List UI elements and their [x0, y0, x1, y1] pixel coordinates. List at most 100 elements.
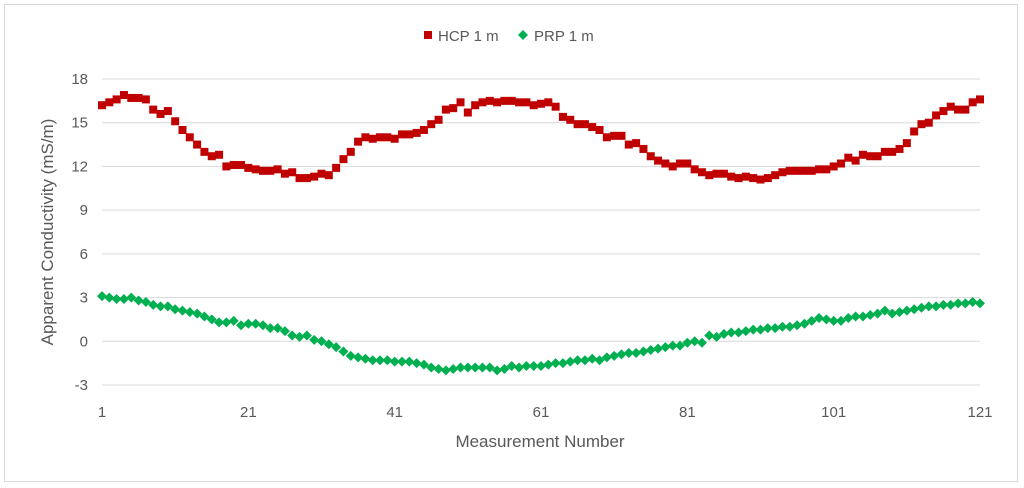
data-point-prp: [616, 349, 627, 360]
data-point-hcp: [317, 169, 326, 178]
data-point-prp: [572, 355, 583, 366]
legend: HCP 1 m PRP 1 m: [424, 28, 594, 45]
data-point-prp: [470, 362, 481, 373]
data-point-prp: [777, 321, 788, 332]
data-point-prp: [433, 363, 444, 374]
data-point-hcp: [163, 107, 172, 116]
data-point-hcp: [676, 159, 685, 168]
data-point-prp: [199, 311, 210, 322]
data-point-prp: [718, 329, 729, 339]
data-point-prp: [309, 334, 320, 345]
x-tick-label: 41: [386, 404, 403, 421]
legend-hcp-marker: [424, 31, 432, 39]
data-point-hcp: [376, 133, 385, 142]
data-point-hcp: [866, 152, 875, 161]
data-point-hcp: [302, 174, 311, 183]
data-point-prp: [806, 315, 817, 326]
data-point-prp: [609, 350, 620, 361]
data-point-hcp: [251, 165, 260, 174]
data-point-prp: [660, 342, 671, 353]
data-point-hcp: [793, 166, 802, 175]
series-prp: [97, 291, 985, 376]
data-point-prp: [382, 355, 393, 366]
data-point-hcp: [537, 99, 545, 108]
data-point-hcp: [661, 159, 670, 168]
data-point-hcp: [222, 162, 231, 171]
data-point-prp: [521, 361, 532, 372]
data-point-hcp: [515, 98, 524, 107]
data-point-prp: [345, 350, 356, 361]
x-tick-label: 21: [240, 404, 257, 421]
data-point-prp: [887, 308, 898, 319]
legend-prp-label: PRP 1 m: [534, 28, 594, 45]
data-point-prp: [418, 359, 429, 370]
data-point-hcp: [888, 147, 897, 156]
data-point-prp: [909, 304, 920, 315]
data-point-hcp: [976, 95, 984, 104]
data-point-prp: [462, 362, 473, 373]
data-point-prp: [126, 292, 137, 303]
data-point-hcp: [602, 133, 611, 142]
data-point-prp: [170, 304, 181, 315]
data-point-hcp: [807, 166, 816, 175]
data-point-hcp: [529, 101, 538, 110]
data-point-hcp: [288, 168, 297, 177]
data-point-hcp: [441, 105, 450, 114]
data-point-hcp: [763, 174, 772, 183]
data-point-hcp: [895, 144, 904, 153]
data-point-hcp: [756, 175, 765, 184]
data-point-hcp: [185, 133, 194, 142]
x-tick-label: 101: [821, 404, 846, 421]
x-tick-label: 81: [679, 404, 696, 421]
data-point-prp: [850, 311, 861, 322]
data-point-hcp: [346, 147, 355, 156]
data-point-prp: [426, 362, 437, 373]
data-point-hcp: [463, 108, 472, 117]
data-point-hcp: [485, 96, 494, 105]
data-point-hcp: [778, 168, 787, 177]
data-point-prp: [536, 361, 546, 372]
data-point-hcp: [727, 172, 736, 181]
data-point-prp: [543, 359, 554, 370]
data-point-hcp: [873, 152, 882, 161]
data-point-hcp: [668, 162, 677, 171]
data-point-hcp: [134, 93, 143, 102]
y-axis-title: Apparent Conductivity (mS/m): [38, 119, 57, 346]
y-tick-label: 6: [80, 246, 88, 263]
data-point-prp: [148, 299, 159, 310]
data-point-prp: [945, 299, 956, 310]
data-point-hcp: [141, 95, 150, 104]
data-point-prp: [484, 362, 495, 373]
data-point-prp: [353, 352, 364, 363]
data-point-hcp: [558, 112, 567, 121]
data-point-prp: [960, 298, 971, 309]
data-point-prp: [879, 305, 890, 316]
data-point-prp: [682, 337, 693, 348]
data-point-prp: [872, 308, 883, 319]
data-point-prp: [865, 310, 876, 321]
data-point-hcp: [419, 126, 428, 134]
data-point-prp: [133, 295, 144, 306]
data-point-hcp: [354, 137, 363, 146]
data-point-prp: [111, 294, 122, 305]
data-point-prp: [835, 315, 846, 326]
data-point-prp: [389, 356, 400, 367]
data-point-prp: [653, 343, 664, 354]
chart-frame: [4, 4, 1018, 482]
data-point-hcp: [712, 169, 721, 178]
series-hcp: [98, 91, 984, 184]
data-point-prp: [821, 314, 832, 325]
y-tick-label: 12: [71, 158, 88, 175]
data-point-prp: [184, 307, 195, 318]
data-point-prp: [667, 340, 678, 351]
data-point-prp: [857, 311, 868, 322]
data-point-prp: [623, 347, 634, 358]
data-point-prp: [514, 362, 525, 373]
y-tick-label: 9: [80, 202, 88, 219]
data-point-hcp: [858, 150, 867, 159]
data-point-prp: [411, 358, 422, 369]
data-point-hcp: [902, 139, 911, 148]
data-point-prp: [243, 318, 254, 329]
data-point-hcp: [507, 96, 516, 105]
